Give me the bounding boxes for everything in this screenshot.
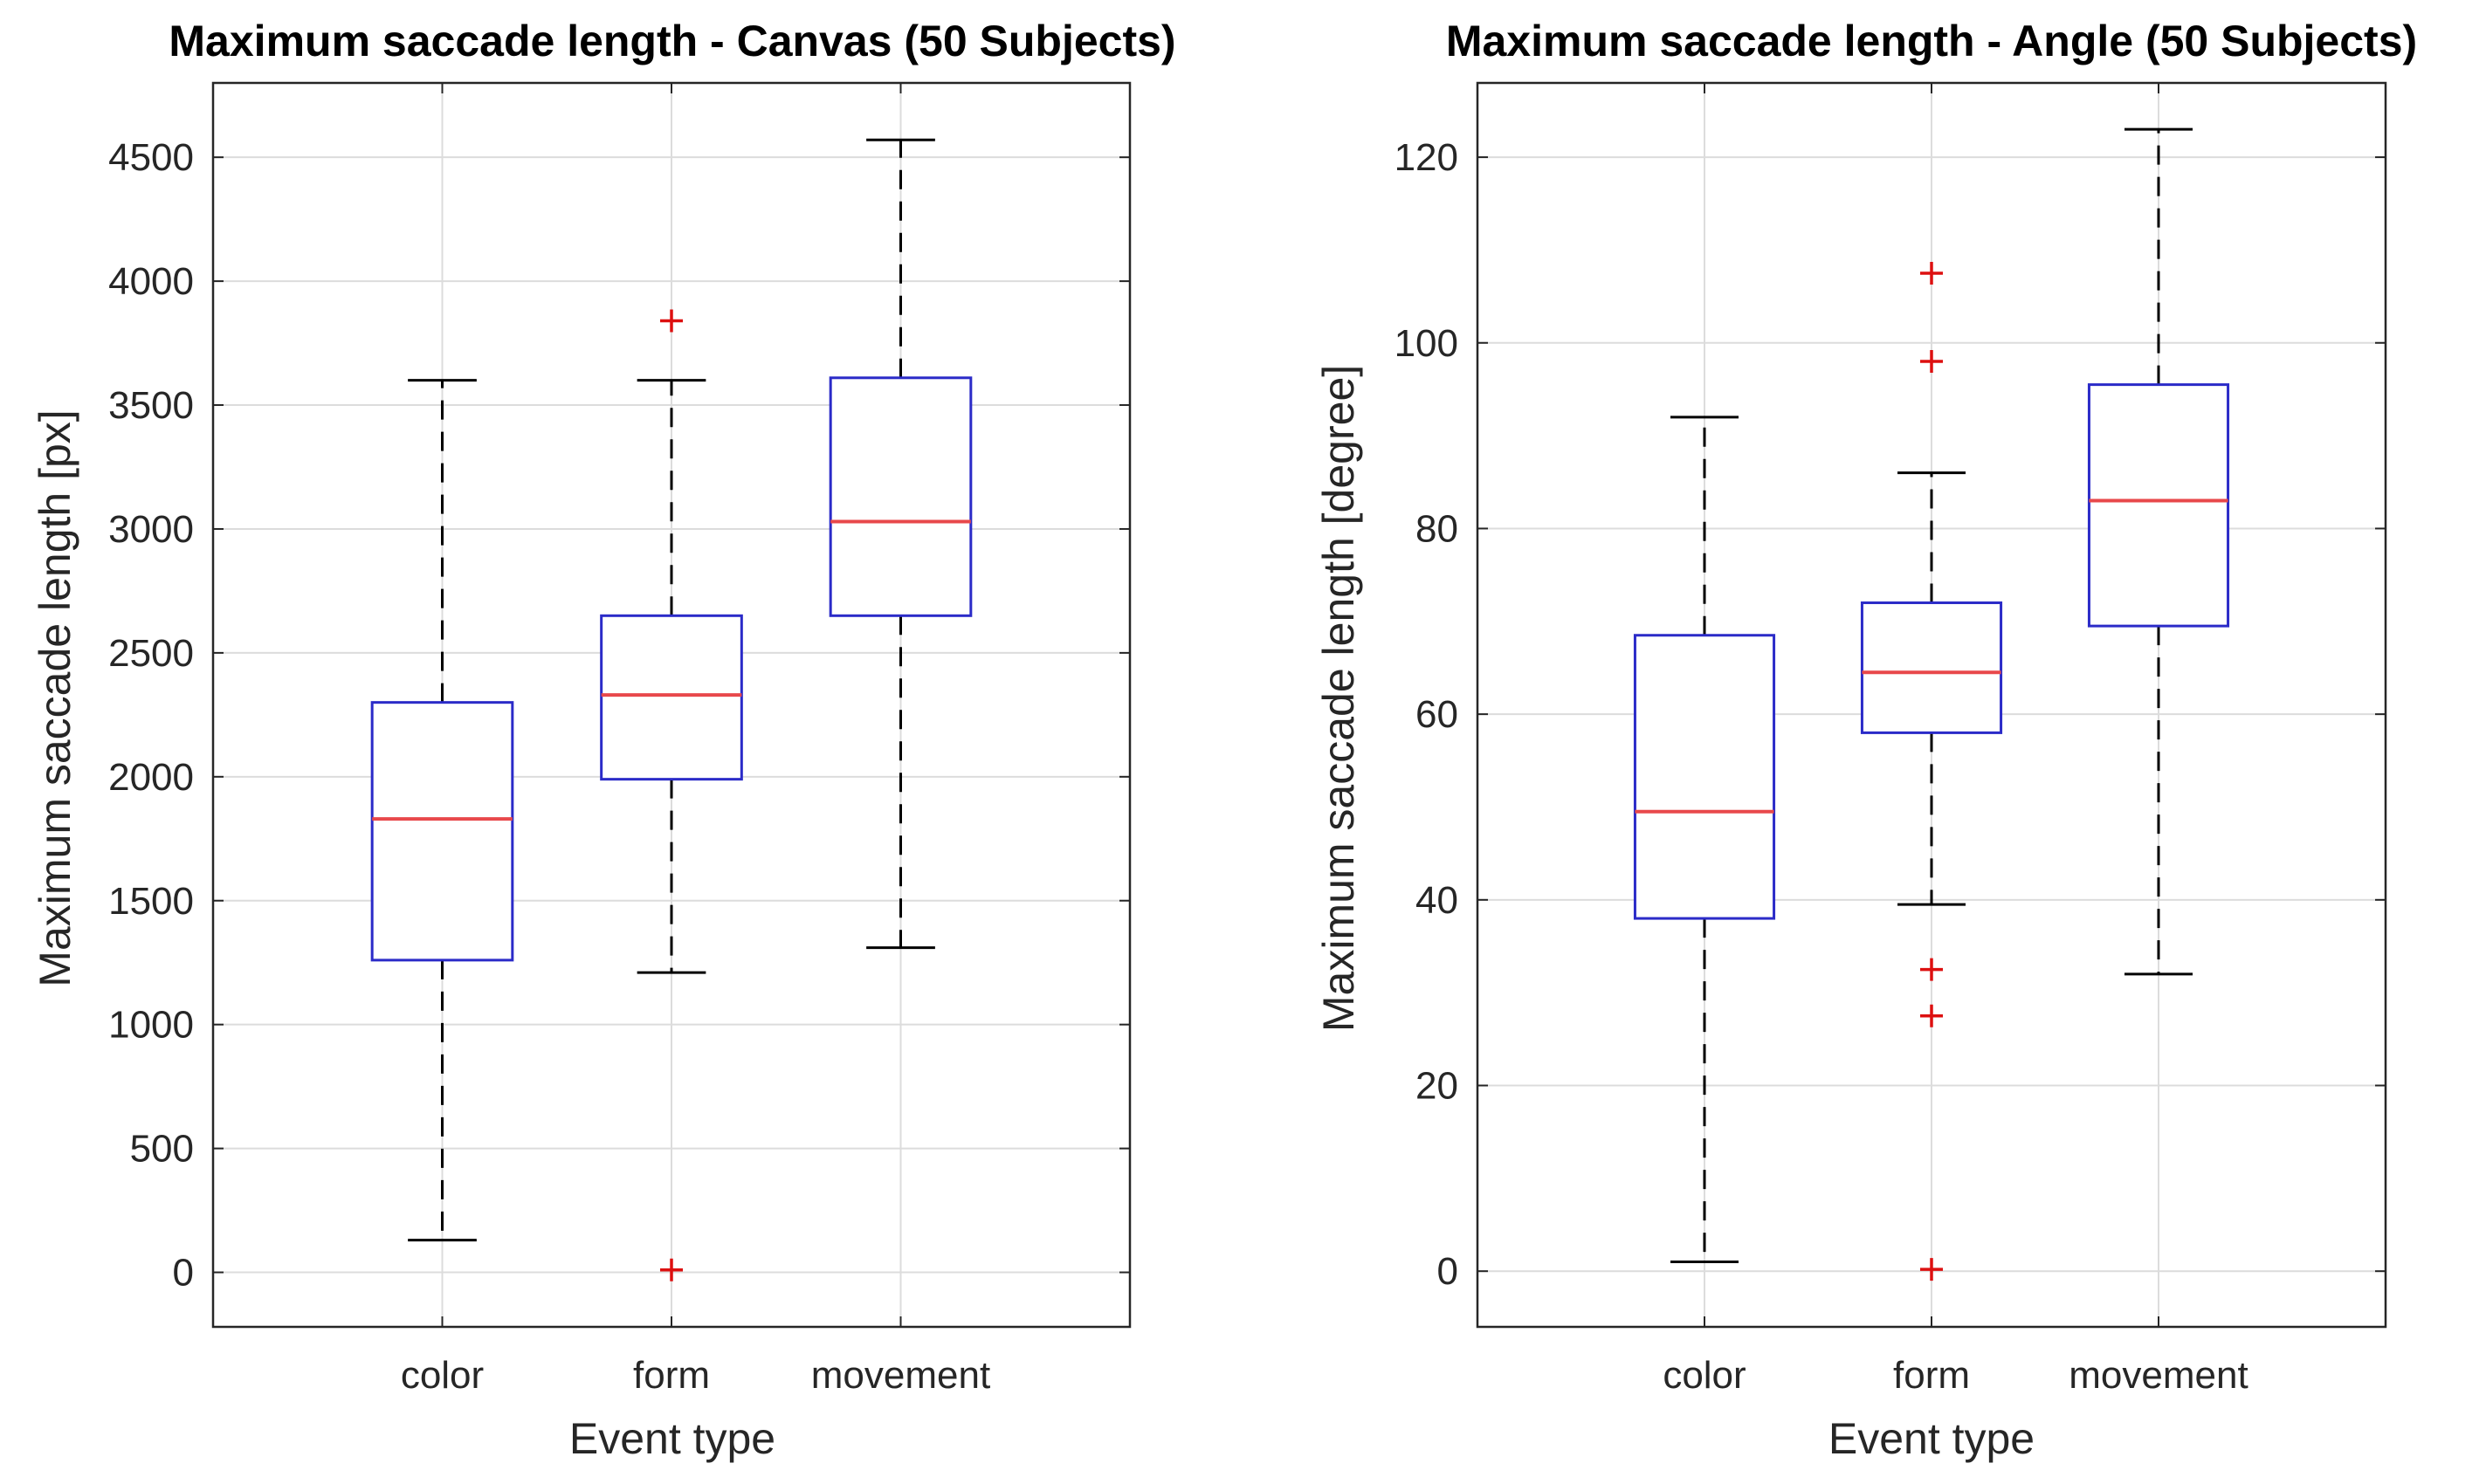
y-tick-label: 100 (1395, 322, 1458, 365)
y-axis-label: Maximum saccade length [px] (31, 409, 79, 986)
y-tick-label: 1000 (108, 1004, 194, 1047)
outlier-marker (1920, 262, 1943, 285)
outlier-marker (1920, 1258, 1943, 1281)
y-tick-label: 80 (1415, 507, 1458, 550)
y-tick-label: 2000 (108, 756, 194, 799)
x-axis-label: Event type (569, 1414, 775, 1463)
y-tick-label: 2500 (108, 632, 194, 675)
box-form (600, 614, 743, 781)
plot-area: 0 500 1000 1500 2000 2500 3000 3500 4000 4500 colo… (108, 81, 1132, 1397)
y-tick-label: 20 (1415, 1065, 1458, 1108)
y-tick-label: 60 (1415, 693, 1458, 736)
box-movement (829, 376, 973, 617)
outlier-marker (1920, 958, 1943, 981)
y-tick-label: 3500 (108, 384, 194, 427)
x-tick-label: movement (811, 1354, 990, 1397)
y-tick-label: 0 (173, 1252, 194, 1295)
y-tick-label: 1500 (108, 880, 194, 923)
box-form (1860, 601, 2003, 734)
y-tick-label: 4500 (108, 136, 194, 179)
box-color (1633, 634, 1776, 920)
x-tick-label: movement (2069, 1354, 2248, 1397)
chart-title: Maximum saccade length - Angle (50 Subje… (1446, 17, 2417, 65)
x-tick-label: form (633, 1354, 710, 1397)
plot-area: 0 20 40 60 80 100 120 color form movement (1395, 81, 2387, 1397)
outlier-marker (1920, 350, 1943, 374)
angle-boxplot-panel: Maximum saccade length - Angle (50 Subje… (1314, 17, 2417, 1463)
y-tick-label: 3000 (108, 508, 194, 551)
y-axis-label: Maximum saccade length [degree] (1314, 365, 1363, 1032)
outlier-marker (660, 309, 683, 333)
axes-frame (211, 81, 1132, 1329)
y-tick-label: 120 (1395, 136, 1458, 179)
y-tick-label: 4000 (108, 260, 194, 303)
x-tick-label: color (401, 1354, 484, 1397)
x-tick-label: color (1663, 1354, 1746, 1397)
canvas-boxplot-panel: Maximum saccade length - Canvas (50 Subj… (31, 17, 1176, 1463)
chart-title: Maximum saccade length - Canvas (50 Subj… (169, 17, 1175, 65)
axes-frame (1476, 81, 2387, 1329)
x-axis-label: Event type (1828, 1414, 2035, 1463)
y-tick-label: 0 (1437, 1250, 1458, 1293)
outlier-marker (1920, 1004, 1943, 1027)
outlier-marker (660, 1258, 683, 1281)
x-tick-label: form (1893, 1354, 1970, 1397)
box-color (370, 701, 514, 962)
box-movement (2087, 383, 2230, 628)
y-tick-label: 500 (130, 1128, 194, 1171)
y-tick-label: 40 (1415, 879, 1458, 922)
